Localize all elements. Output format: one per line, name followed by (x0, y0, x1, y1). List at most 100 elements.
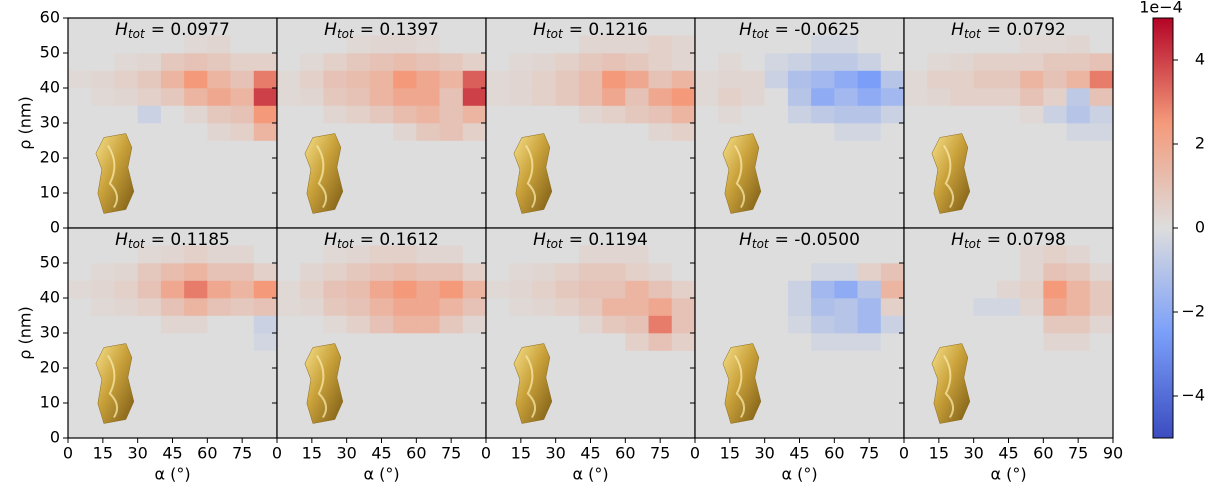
heatmap-cell (254, 53, 278, 71)
y-tick-label: 40 (40, 78, 60, 97)
heatmap-cell (300, 53, 324, 71)
heatmap-cell (138, 106, 162, 124)
panel: Htot= 0.1216 (481, 18, 695, 233)
heatmap-cell (741, 263, 765, 281)
heatmap-cell (997, 53, 1021, 71)
x-tick-label: 0 (481, 444, 491, 463)
heatmap-cell (1020, 263, 1044, 281)
heatmap-cell (904, 53, 928, 71)
heatmap-cell (277, 53, 301, 71)
particle-image (514, 134, 552, 214)
heatmap-cell (393, 123, 417, 141)
heatmap-cell (300, 88, 324, 106)
heatmap-cell (463, 316, 487, 334)
heatmap-cell (463, 106, 487, 124)
heatmap-cell (788, 106, 812, 124)
heatmap-cell (370, 88, 394, 106)
heatmap-cell (579, 281, 603, 299)
heatmap-cell (509, 71, 533, 89)
heatmap-cell (556, 298, 580, 316)
title-subscript: tot (546, 237, 564, 251)
heatmap-cell (416, 333, 440, 351)
heatmap-cell (579, 316, 603, 334)
heatmap-cell (997, 298, 1021, 316)
heatmap-cell (532, 106, 556, 124)
heatmap-cell (68, 106, 92, 124)
particle-image (96, 344, 134, 424)
heatmap-cell (184, 281, 208, 299)
heatmap-cell (254, 263, 278, 281)
heatmap-cell (741, 316, 765, 334)
heatmap-cell (486, 281, 510, 299)
title-symbol: H (951, 230, 964, 250)
x-tick-label: 15 (302, 444, 322, 463)
heatmap-cell (440, 333, 464, 351)
heatmap-cell (1090, 333, 1114, 351)
heatmap-cell (834, 281, 858, 299)
heatmap-cell (1020, 123, 1044, 141)
heatmap-cell (277, 106, 301, 124)
colorbar-tick-label: −4 (1181, 386, 1205, 405)
heatmap-cell (695, 123, 719, 141)
heatmap-cell (788, 88, 812, 106)
heatmap-cell (231, 53, 255, 71)
heatmap-cell (277, 123, 301, 141)
panel: Htot= -0.0625 (690, 18, 904, 233)
heatmap-cell (370, 333, 394, 351)
heatmap-cell (695, 53, 719, 71)
heatmap-cell (370, 53, 394, 71)
heatmap-cell (811, 123, 835, 141)
heatmap-cell (277, 333, 301, 351)
heatmap-cell (463, 263, 487, 281)
heatmap-cell (231, 316, 255, 334)
heatmap-cell (579, 333, 603, 351)
heatmap-cell (602, 263, 626, 281)
heatmap-cell (463, 298, 487, 316)
heatmap-cell (161, 298, 185, 316)
heatmap-cell (881, 316, 905, 334)
heatmap-cell (138, 263, 162, 281)
heatmap-cell (416, 53, 440, 71)
heatmap-cell (184, 316, 208, 334)
x-tick-label: 30 (963, 444, 983, 463)
heatmap-cell (509, 88, 533, 106)
heatmap-cell (672, 316, 696, 334)
heatmap-cell (672, 36, 696, 54)
heatmap-cell (695, 71, 719, 89)
title-text: = 0.1612 (360, 230, 439, 250)
x-tick-label: 60 (406, 444, 426, 463)
heatmap-cell (532, 71, 556, 89)
title-subscript: tot (128, 237, 146, 251)
heatmap-cell (91, 71, 115, 89)
heatmap-cell (68, 316, 92, 334)
heatmap-cell (1020, 53, 1044, 71)
heatmap-cell (811, 263, 835, 281)
heatmap-cell (416, 316, 440, 334)
heatmap-cell (68, 88, 92, 106)
heatmap-cell (904, 88, 928, 106)
heatmap-cell (695, 246, 719, 264)
heatmap-cell (927, 316, 951, 334)
title-subscript: tot (752, 237, 770, 251)
heatmap-cell (881, 36, 905, 54)
heatmap-cell (370, 263, 394, 281)
heatmap-cell (672, 88, 696, 106)
heatmap-cell (486, 298, 510, 316)
heatmap-cell (393, 298, 417, 316)
heatmap-cell (904, 36, 928, 54)
x-tick-label: 30 (545, 444, 565, 463)
heatmap-cell (927, 263, 951, 281)
heatmap-cell (300, 263, 324, 281)
heatmap-cell (440, 298, 464, 316)
heatmap-cell (161, 88, 185, 106)
heatmap-cell (765, 71, 789, 89)
heatmap-cell (811, 281, 835, 299)
heatmap-cell (440, 106, 464, 124)
heatmap-cell (114, 88, 138, 106)
heatmap-cell (68, 281, 92, 299)
heatmap-cell (91, 298, 115, 316)
heatmap-cell (463, 123, 487, 141)
heatmap-cell (811, 53, 835, 71)
heatmap-cell (904, 123, 928, 141)
y-tick-label: 0 (50, 428, 60, 447)
